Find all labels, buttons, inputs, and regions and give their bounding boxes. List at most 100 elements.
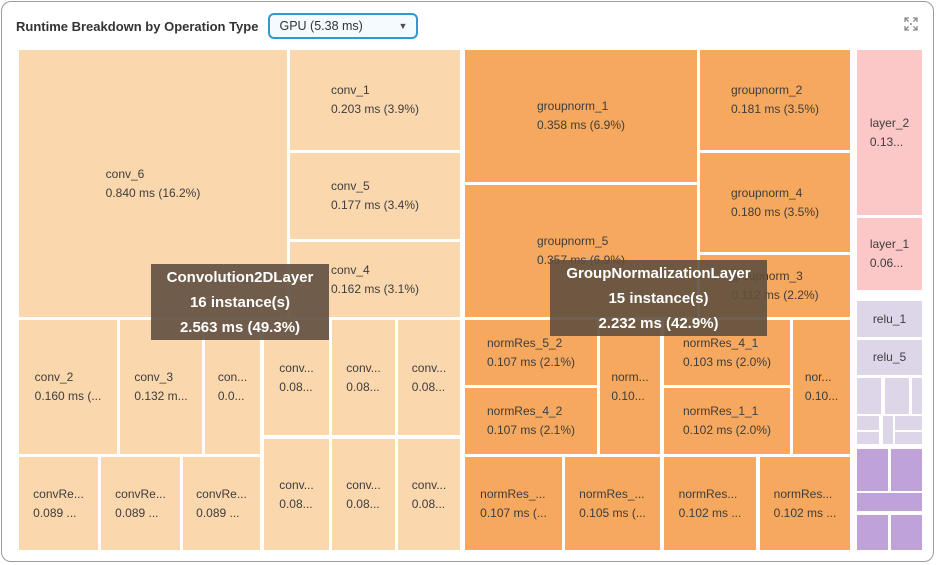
tile-value: 0.10... bbox=[611, 389, 645, 403]
tile-value: 0.358 ms (6.9%) bbox=[536, 118, 626, 132]
tile-name: conv... bbox=[279, 360, 314, 375]
treemap-tile-norm[interactable]: norm... 0.10... bbox=[600, 320, 660, 454]
tile-name: con... bbox=[217, 370, 248, 384]
tile-value: 0.107 ms (2.1%) bbox=[486, 354, 576, 369]
treemap-tile[interactable] bbox=[895, 432, 922, 444]
device-dropdown[interactable]: GPU (5.38 ms) ▼ bbox=[268, 13, 419, 39]
tile-text: groupnorm_1 0.358 ms (6.9%) bbox=[537, 97, 625, 135]
treemap-tile-nor[interactable]: nor... 0.10... bbox=[793, 320, 850, 454]
treemap-tile[interactable] bbox=[883, 416, 893, 444]
tile-name: relu_1 bbox=[872, 311, 907, 326]
tile-text: normRes_1_1 0.102 ms (2.0%) bbox=[683, 402, 771, 440]
treemap-tile-convre[interactable]: convRe... 0.089 ... bbox=[101, 457, 180, 550]
tile-name: convRe... bbox=[33, 486, 84, 501]
tile-name: conv_3 bbox=[134, 370, 174, 384]
tile-value: 0.102 ms (2.0%) bbox=[682, 423, 772, 437]
tile-value: 0.089 ... bbox=[196, 505, 240, 520]
tile-value: 0.10... bbox=[804, 389, 839, 403]
tile-value: 0.089 ... bbox=[115, 505, 159, 520]
treemap-tile-convre[interactable]: convRe... 0.089 ... bbox=[19, 457, 98, 550]
treemap-tile-normres_[interactable]: normRes_... 0.107 ms (... bbox=[465, 457, 562, 550]
tile-value: 0.107 ms (... bbox=[480, 505, 547, 520]
tile-text: conv... 0.08... bbox=[346, 359, 380, 397]
tile-text: convRe... 0.089 ... bbox=[33, 485, 84, 523]
treemap-tile-normres_1_1[interactable]: normRes_1_1 0.102 ms (2.0%) bbox=[664, 388, 790, 454]
tile-text: groupnorm_2 0.181 ms (3.5%) bbox=[731, 81, 819, 119]
tile-value: 0.107 ms (2.1%) bbox=[486, 423, 576, 437]
treemap-chart: Convolution2DLayer 16 instance(s) 2.563 … bbox=[16, 47, 925, 553]
tile-text: convRe... 0.089 ... bbox=[115, 485, 166, 523]
treemap-tile-normres[interactable]: normRes... 0.102 ms ... bbox=[760, 457, 850, 550]
treemap-tile-groupnorm_2[interactable]: groupnorm_2 0.181 ms (3.5%) bbox=[700, 50, 850, 150]
treemap-tile[interactable] bbox=[885, 378, 909, 414]
group-total: 2.232 ms (42.9%) bbox=[598, 314, 719, 332]
tile-name: conv_5 bbox=[330, 179, 370, 193]
tile-text: conv_5 0.177 ms (3.4%) bbox=[331, 177, 419, 215]
tile-text: conv_2 0.160 ms (... bbox=[35, 368, 102, 406]
tile-value: 0.203 ms (3.9%) bbox=[330, 102, 420, 116]
tile-text: conv... 0.08... bbox=[279, 476, 313, 514]
treemap-tile[interactable] bbox=[857, 378, 881, 414]
treemap-tile-layer_2[interactable]: layer_2 0.13... bbox=[857, 50, 922, 215]
tile-value: 0.177 ms (3.4%) bbox=[330, 198, 420, 212]
tile-name: nor... bbox=[804, 370, 832, 384]
tile-text: normRes_5_2 0.107 ms (2.1%) bbox=[487, 334, 575, 372]
tile-name: normRes_1_1 bbox=[682, 404, 759, 418]
tile-value: 0.132 m... bbox=[134, 389, 188, 403]
group-instances: 16 instance(s) bbox=[189, 293, 291, 311]
treemap-tile-normres[interactable]: normRes... 0.102 ms ... bbox=[664, 457, 756, 550]
tile-text: normRes_4_2 0.107 ms (2.1%) bbox=[487, 402, 575, 440]
tile-value: 0.08... bbox=[279, 379, 313, 394]
treemap-tile-relu_1[interactable]: relu_1 bbox=[857, 301, 922, 337]
treemap-tile[interactable] bbox=[857, 515, 888, 550]
group-summary-overlay-convolution: Convolution2DLayer 16 instance(s) 2.563 … bbox=[151, 264, 329, 340]
treemap-tile-groupnorm_1[interactable]: groupnorm_1 0.358 ms (6.9%) bbox=[465, 50, 697, 182]
treemap-tile-conv[interactable]: conv... 0.08... bbox=[332, 439, 395, 550]
tile-text: conv... 0.08... bbox=[412, 359, 446, 397]
treemap-tile-conv_2[interactable]: conv_2 0.160 ms (... bbox=[19, 320, 117, 454]
treemap-tile[interactable] bbox=[891, 449, 922, 491]
device-dropdown-value: GPU (5.38 ms) bbox=[279, 19, 363, 33]
tile-text: relu_5 bbox=[873, 348, 906, 367]
treemap-tile-conv[interactable]: conv... 0.08... bbox=[264, 439, 329, 550]
treemap-tile-conv[interactable]: conv... 0.08... bbox=[398, 320, 460, 435]
tile-name: normRes_5_2 bbox=[486, 335, 563, 350]
tile-name: conv... bbox=[346, 477, 381, 492]
treemap-tile[interactable] bbox=[912, 378, 922, 414]
tile-name: groupnorm_2 bbox=[730, 83, 803, 97]
group-name: GroupNormalizationLayer bbox=[566, 264, 751, 282]
treemap-tile[interactable] bbox=[857, 449, 888, 491]
treemap-tile-conv_5[interactable]: conv_5 0.177 ms (3.4%) bbox=[290, 153, 460, 239]
treemap-tile[interactable] bbox=[891, 515, 922, 550]
treemap-tile[interactable] bbox=[857, 493, 922, 511]
tile-text: conv... 0.08... bbox=[279, 359, 313, 397]
treemap-tile-convre[interactable]: convRe... 0.089 ... bbox=[183, 457, 260, 550]
tile-text: normRes... 0.102 ms ... bbox=[679, 485, 742, 523]
treemap-tile-con[interactable]: con... 0.0... bbox=[205, 320, 260, 454]
tile-name: normRes... bbox=[773, 486, 833, 501]
treemap-tile-conv_1[interactable]: conv_1 0.203 ms (3.9%) bbox=[290, 50, 460, 150]
treemap-tile[interactable] bbox=[895, 416, 922, 430]
treemap-tile[interactable] bbox=[857, 432, 879, 444]
tile-name: groupnorm_1 bbox=[536, 99, 609, 113]
treemap-tile-normres_[interactable]: normRes_... 0.105 ms (... bbox=[565, 457, 660, 550]
tile-name: norm... bbox=[611, 370, 649, 384]
tile-text: nor... 0.10... bbox=[805, 368, 838, 406]
treemap-tile-relu_5[interactable]: relu_5 bbox=[857, 340, 922, 375]
treemap-tile-normres_4_2[interactable]: normRes_4_2 0.107 ms (2.1%) bbox=[465, 388, 597, 454]
treemap-tile-conv[interactable]: conv... 0.08... bbox=[398, 439, 460, 550]
treemap-tile-groupnorm_4[interactable]: groupnorm_4 0.180 ms (3.5%) bbox=[700, 153, 850, 252]
tile-value: 0.162 ms (3.1%) bbox=[330, 281, 420, 296]
treemap-tile-conv[interactable]: conv... 0.08... bbox=[332, 320, 395, 435]
treemap-tile[interactable] bbox=[857, 416, 879, 430]
tile-value: 0.0... bbox=[217, 389, 245, 403]
tile-name: normRes_... bbox=[480, 486, 546, 501]
expand-icon bbox=[903, 16, 919, 37]
expand-button[interactable] bbox=[901, 16, 921, 36]
treemap-tile-layer_1[interactable]: layer_1 0.06... bbox=[857, 218, 922, 290]
tile-text: conv_1 0.203 ms (3.9%) bbox=[331, 81, 419, 119]
group-summary-overlay-groupnorm: GroupNormalizationLayer 15 instance(s) 2… bbox=[550, 260, 767, 336]
treemap-tile-conv_3[interactable]: conv_3 0.132 m... bbox=[120, 320, 202, 454]
tile-name: layer_2 bbox=[869, 115, 910, 130]
